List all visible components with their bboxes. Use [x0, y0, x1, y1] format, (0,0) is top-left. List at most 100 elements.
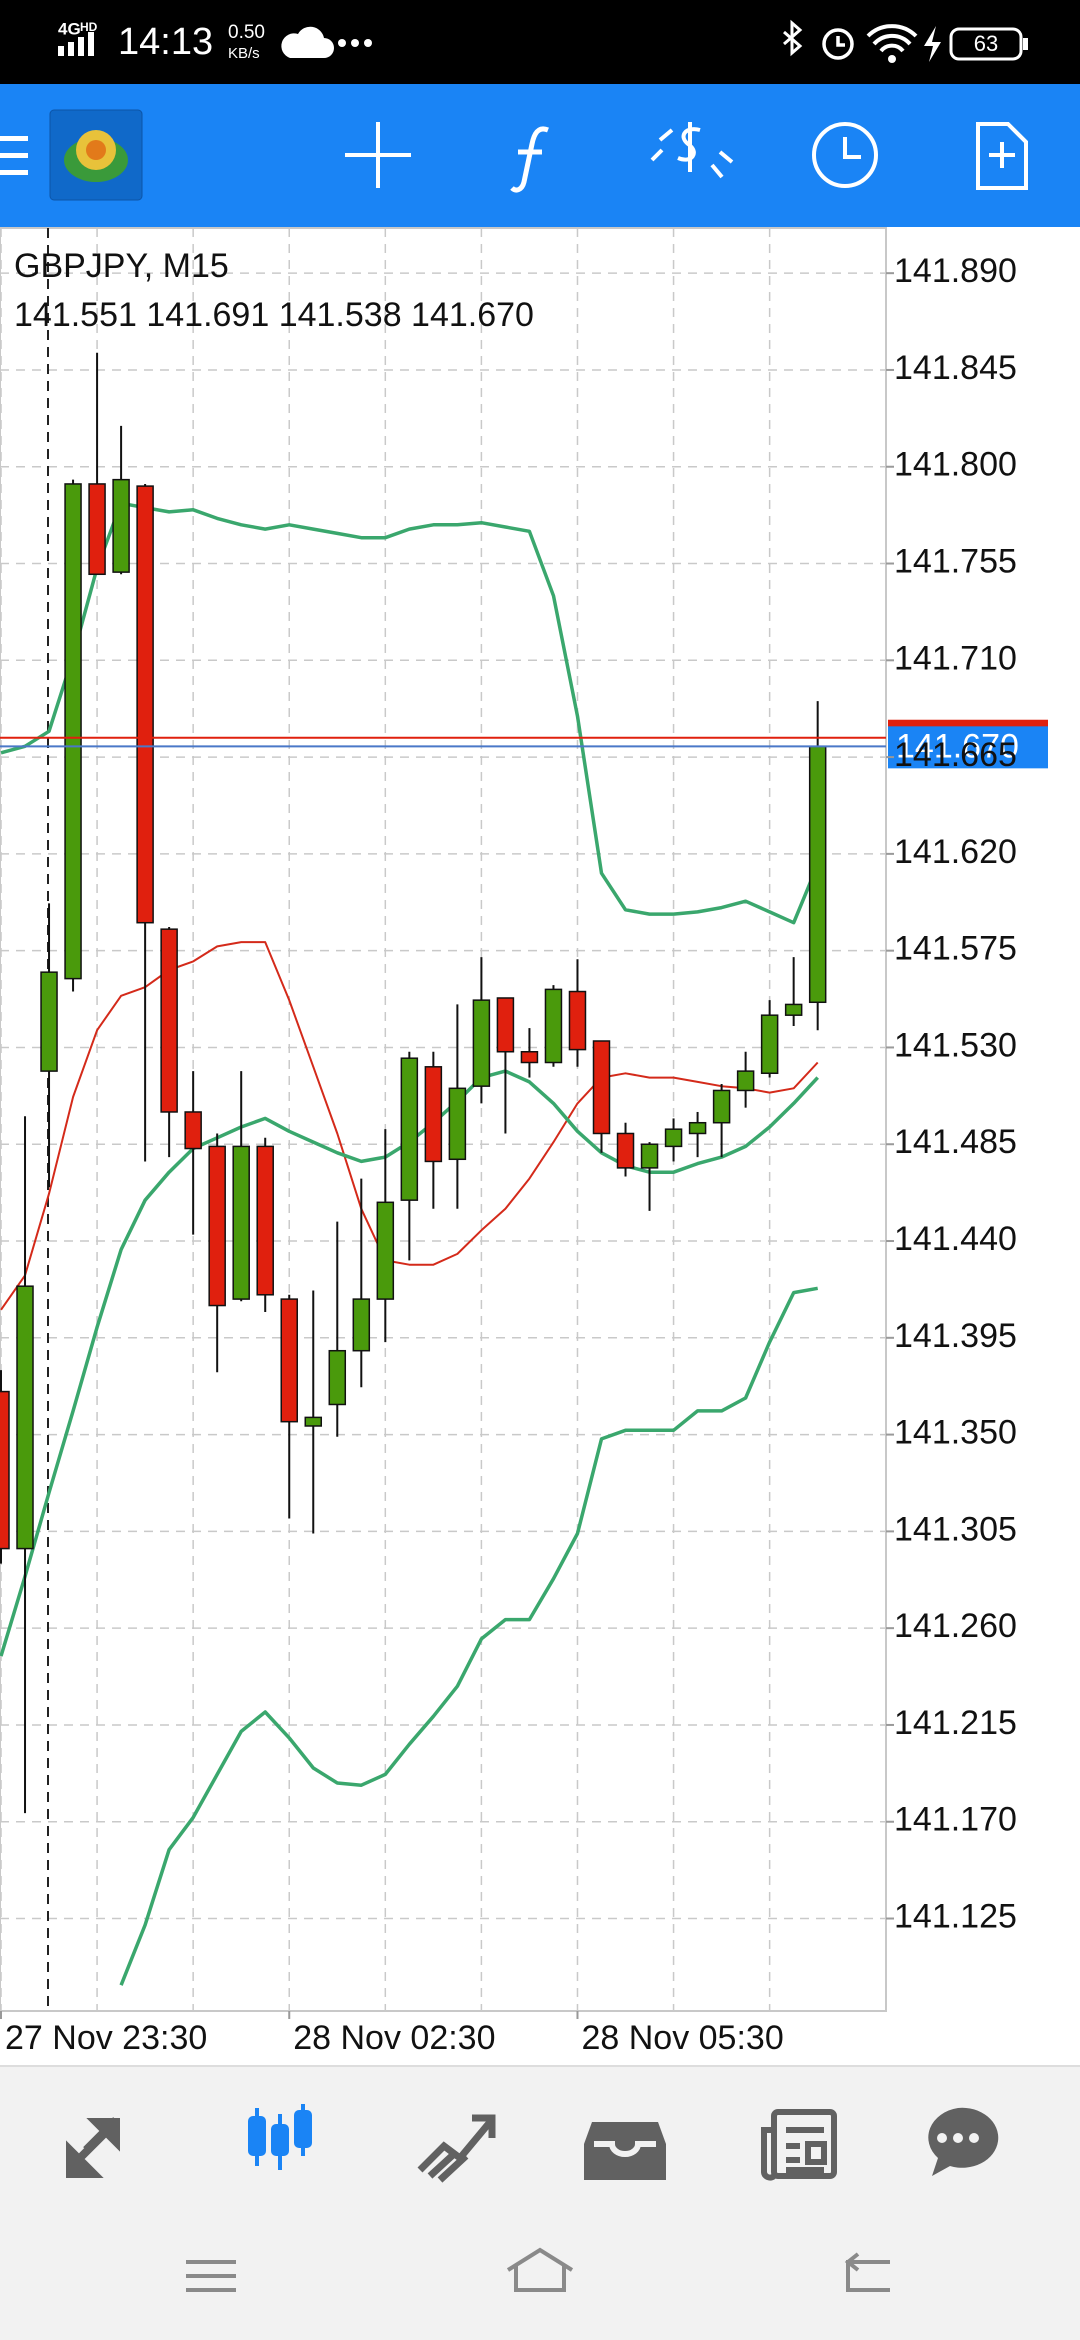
- battery-tip: [1023, 38, 1028, 50]
- y-tick-label: 141.395: [894, 1317, 1017, 1355]
- candle-body: [736, 1070, 755, 1092]
- indicator-line: [119, 1286, 819, 1986]
- candle-body: [232, 1145, 250, 1300]
- chat-tab[interactable]: [928, 2107, 999, 2176]
- candle-body: [160, 928, 178, 1113]
- battery-level: 63: [974, 31, 998, 56]
- y-tick-label: 141.890: [894, 252, 1017, 290]
- bid-label-box: [888, 726, 1048, 769]
- y-tick-label: 141.440: [894, 1220, 1017, 1258]
- candle-body: [664, 1128, 683, 1148]
- system-nav: [186, 2247, 890, 2292]
- y-tick-label: 141.260: [894, 1607, 1017, 1645]
- candle-body: [304, 1416, 323, 1427]
- history-tab[interactable]: [584, 2122, 666, 2180]
- wifi-dot: [888, 55, 896, 63]
- plot-area: [0, 227, 887, 2012]
- candle-body: [808, 745, 827, 1004]
- y-tick-label: 141.800: [894, 446, 1017, 484]
- candle-body: [424, 1066, 443, 1163]
- candle-body: [280, 1298, 298, 1423]
- candle-body: [568, 990, 587, 1051]
- indicator-line: [0, 941, 819, 1311]
- y-tick-label: 141.170: [894, 1801, 1017, 1839]
- chart-ohlc: 141.551 141.691 141.538 141.670: [14, 296, 534, 334]
- quotes-tab[interactable]: [66, 2117, 120, 2178]
- news-tab[interactable]: [761, 2109, 837, 2181]
- price-levels: 141.670: [0, 719, 1048, 769]
- history-button[interactable]: [812, 122, 878, 188]
- candle-body: [520, 1051, 539, 1064]
- candle-body: [208, 1145, 226, 1307]
- trade-tab[interactable]: [417, 2114, 496, 2183]
- y-tick-label: 141.755: [894, 543, 1017, 581]
- y-tick-label: 141.620: [894, 833, 1017, 871]
- candle-body: [352, 1298, 371, 1352]
- candle-body: [40, 971, 58, 1072]
- candle-body: [760, 1014, 779, 1075]
- candle-body: [616, 1132, 635, 1169]
- system-home[interactable]: [506, 2247, 574, 2292]
- net-speed-unit: KB/s: [228, 45, 260, 62]
- chart-tab[interactable]: [248, 2104, 312, 2170]
- trade-button[interactable]: [650, 122, 734, 179]
- candle-body: [472, 999, 491, 1087]
- system-back[interactable]: [844, 2252, 890, 2292]
- bid-label: 141.670: [896, 727, 1019, 765]
- indicators-button[interactable]: [510, 126, 549, 193]
- candle-body: [688, 1121, 707, 1135]
- app-logo[interactable]: [49, 109, 143, 201]
- candle-body: [592, 1040, 611, 1135]
- new-order-button[interactable]: [976, 122, 1028, 190]
- battery-icon: [949, 27, 1023, 61]
- signal-icon: [58, 32, 94, 56]
- y-tick-label: 141.305: [894, 1510, 1017, 1548]
- chart: 141.670 GBPJPY, M15 141.551 141.691 141.…: [0, 227, 1048, 2057]
- y-tick-label: 141.530: [894, 1026, 1017, 1064]
- candle-body: [112, 478, 130, 573]
- y-tick-label: 141.485: [894, 1123, 1017, 1161]
- more-dots: [338, 39, 372, 47]
- chart-title: GBPJPY, M15: [14, 247, 229, 285]
- y-tick-label: 141.845: [894, 349, 1017, 387]
- bottom-nav: [0, 2066, 1080, 2340]
- y-tick-label: 141.215: [894, 1704, 1017, 1742]
- candle-body: [400, 1057, 419, 1201]
- candle-body: [256, 1145, 274, 1296]
- candle-body: [328, 1349, 347, 1406]
- weather-icon: [281, 26, 334, 58]
- system-menu[interactable]: [186, 2260, 236, 2292]
- axes: 141.890 141.845 141.800 141.755 141.710 141.6…: [0, 252, 1017, 2057]
- clock: 14:13: [118, 21, 213, 63]
- candle-body: [544, 988, 563, 1064]
- y-tick-label: 141.350: [894, 1414, 1017, 1452]
- candle-body: [184, 1111, 202, 1150]
- candle-body: [16, 1285, 34, 1550]
- crosshair-button[interactable]: [345, 122, 411, 188]
- status-bar: [0, 0, 1080, 84]
- candle-body: [0, 1390, 10, 1550]
- candle-body: [448, 1087, 467, 1161]
- candle-body: [784, 1003, 803, 1016]
- x-tick-label: 28 Nov 05:30: [581, 2019, 783, 2057]
- network-type: 4G: [58, 19, 81, 38]
- candle-body: [640, 1143, 659, 1169]
- candle-body: [136, 485, 154, 924]
- x-tick-label: 27 Nov 23:30: [5, 2019, 207, 2057]
- net-speed: 0.50: [228, 22, 265, 43]
- network-hd: HD: [80, 20, 98, 34]
- x-tick-label: 28 Nov 02:30: [293, 2019, 495, 2057]
- y-tick-label: 141.575: [894, 930, 1017, 968]
- y-tick-label: 141.125: [894, 1898, 1017, 1936]
- bluetooth-icon: [783, 19, 803, 57]
- candle-body: [376, 1201, 395, 1300]
- wifi-icon: [866, 24, 918, 53]
- candle-body: [496, 997, 515, 1053]
- y-tick-label: 141.665: [894, 736, 1017, 774]
- toolbar: [0, 84, 1080, 227]
- charging-icon: [924, 26, 941, 62]
- y-tick-label: 141.710: [894, 639, 1017, 677]
- menu-button[interactable]: [0, 136, 28, 175]
